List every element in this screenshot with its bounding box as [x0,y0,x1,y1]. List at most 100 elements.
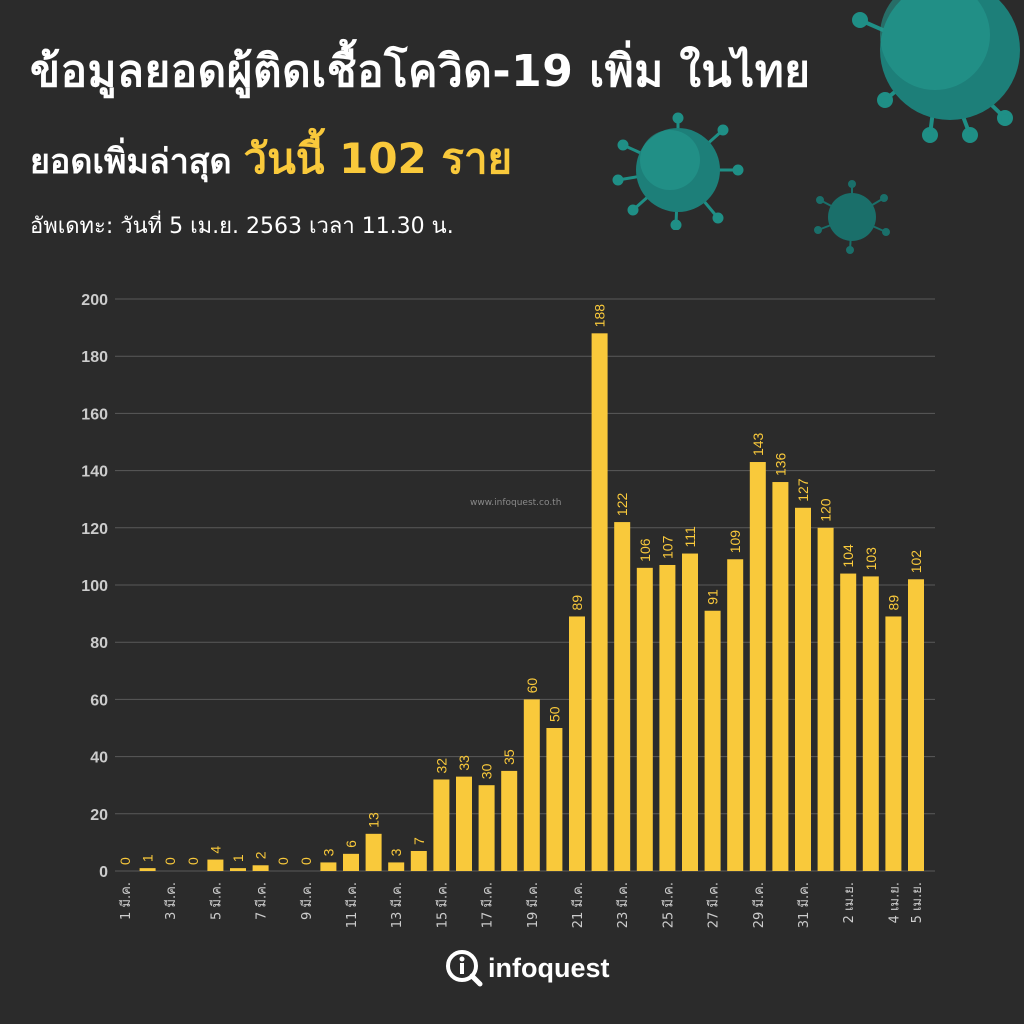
virus-small-icon [814,180,890,254]
bar [569,616,585,871]
y-tick-label: 160 [81,406,108,423]
bar [207,859,224,871]
bar [591,333,608,871]
bar-value-label: 103 [863,547,879,571]
bar [546,728,563,871]
x-tick-label: 7 มี.ค. [254,882,270,920]
bar-value-label: 127 [795,478,811,502]
x-tick-label: 19 มี.ค. [525,882,541,928]
bar [659,564,676,871]
subtitle: ยอดเพิ่มล่าสุด วันนี้ 102 ราย [30,126,512,192]
page-title: ข้อมูลยอดผู้ติดเชื้อโควิด-19 เพิ่ม ในไทย [30,46,811,97]
bar-value-label: 0 [117,857,133,865]
y-tick-label: 120 [81,521,108,538]
bar-value-label: 0 [275,857,291,865]
bar-value-label: 1 [230,854,246,862]
bar-value-label: 35 [501,749,517,765]
bar [885,616,902,871]
bar-value-label: 111 [682,526,698,547]
y-tick-label: 140 [81,464,108,481]
bar [320,862,337,871]
y-tick-label: 180 [81,349,108,366]
bar-value-label: 188 [592,304,608,328]
bar [252,865,269,871]
x-tick-label: 31 มี.ค. [796,882,812,928]
update-timestamp: อัพเดทะ: วันที่ 5 เม.ย. 2563 เวลา 11.30 … [30,214,454,239]
bar [523,699,540,871]
bar-value-label: 91 [705,589,721,605]
bar-value-label: 3 [388,848,404,856]
bar-value-label: 30 [479,763,495,779]
bar [433,779,450,871]
x-tick-label: 29 มี.ค. [751,882,767,928]
x-tick-label: 1 มี.ค. [118,882,134,920]
bar-value-label: 60 [524,678,540,694]
virus-large-icon [852,0,1020,143]
x-tick-label: 21 มี.ค. [570,882,586,928]
bar [139,868,156,871]
bar [410,850,427,871]
bar-value-label: 3 [320,848,336,856]
bar-value-label: 104 [840,544,856,568]
y-tick-label: 40 [90,750,108,767]
y-tick-label: 20 [90,807,108,824]
bar-value-label: 4 [207,846,223,854]
bar [388,862,405,871]
x-tick-label: 5 มี.ค. [208,882,224,920]
bar [749,462,766,871]
bar-value-label: 50 [546,706,562,722]
subtitle-prefix: ยอดเพิ่มล่าสุด [30,142,232,182]
bar [704,610,721,871]
virus-medium-icon [612,112,744,230]
y-tick-label: 60 [90,692,108,709]
bar [908,579,924,871]
bar [772,482,789,871]
bar [727,559,744,871]
y-tick-label: 0 [99,864,108,881]
x-tick-label: 9 มี.ค. [299,882,315,920]
bar [817,527,834,871]
x-tick-label: 13 มี.ค. [389,882,405,928]
x-tick-label: 27 มี.ค. [706,882,722,928]
bar-value-label: 89 [885,595,901,611]
bar-value-label: 32 [433,758,449,774]
y-tick-label: 100 [81,578,108,595]
bar-value-label: 109 [727,530,743,554]
x-tick-label: 2 เม.ย. [842,882,857,923]
bar [862,576,879,871]
bar [682,553,698,871]
bar-value-label: 106 [637,538,653,562]
bar-value-label: 33 [456,755,472,771]
bar [795,507,811,871]
bar [365,833,382,871]
x-tick-label: 17 มี.ค. [480,882,496,928]
x-tick-label: 15 มี.ค. [434,882,450,928]
x-tick-label: 5 เม.ย. [910,882,925,923]
bar-value-label: 107 [659,535,675,559]
bar-value-label: 89 [569,595,585,611]
bar-value-label: 102 [908,550,924,574]
x-tick-label: 3 มี.ค. [163,882,179,920]
x-tick-label: 11 มี.ค. [344,882,360,928]
y-tick-label: 80 [90,635,108,652]
bar [478,785,495,871]
logo-text: infoquest [488,952,610,983]
bar-value-label: 2 [253,851,269,859]
bar [343,853,359,871]
infoquest-logo: infoquest [444,948,610,988]
bar-value-label: 122 [614,493,630,517]
bar [230,868,246,871]
bar-value-label: 1 [140,854,156,862]
subtitle-highlight: วันนี้ 102 ราย [243,134,513,183]
x-tick-label: 4 เม.ย. [887,882,902,923]
bar-value-label: 13 [366,812,382,828]
bar-value-label: 143 [750,432,766,456]
y-tick-label: 200 [81,292,108,309]
bar-value-label: 6 [343,840,359,848]
bar-value-label: 7 [411,837,427,845]
bar [840,573,857,871]
bar-value-label: 0 [298,857,314,865]
bar-value-label: 136 [772,452,788,476]
x-tick-label: 23 มี.ค. [615,882,631,928]
